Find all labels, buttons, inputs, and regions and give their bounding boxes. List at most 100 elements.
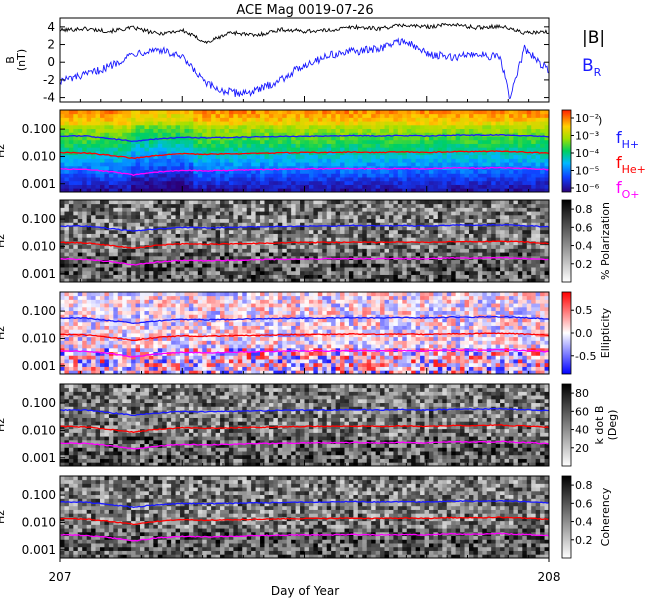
f-he-line — [59, 516, 550, 526]
colorbar-tick-label: 10⁻² — [575, 112, 599, 125]
f-o-line — [59, 166, 550, 177]
series-total-field-line — [59, 22, 550, 45]
colorbar-tick-label: 0.5 — [575, 304, 593, 317]
legend: |B| BR fH+ fHe+ fO+ — [582, 28, 646, 201]
colorbar-gradient — [561, 199, 572, 283]
y-tick-label: 0.100 — [22, 396, 56, 410]
colorbar: 0.8 0.6 0.4 0.2 % Polarization — [561, 199, 612, 283]
colorbar-tick-label: -0.5 — [575, 350, 596, 363]
y-tick-label: 0.100 — [22, 122, 56, 136]
y-tick-label: 0.010 — [22, 331, 56, 345]
colorbar-tick-label: 0.8 — [575, 203, 593, 216]
legend-magnitude: |B| — [582, 28, 605, 48]
ellipticity-panel: 0.100 0.010 0.001 Hz 0.5 0.0 -0.5 Ellipticity — [0, 291, 612, 375]
y-tick-label: 0.010 — [22, 423, 56, 437]
x-axis-label: Day of Year — [271, 584, 339, 598]
spectrogram-cells — [60, 476, 550, 559]
k-dot-b-panel: 0.100 0.010 0.001 Hz 80 60 40 20 k dot B (Deg) — [0, 383, 619, 467]
colorbar: 0.5 0.0 -0.5 Ellipticity — [561, 291, 612, 375]
f-o-line — [59, 348, 550, 358]
y-tick-label: 0.001 — [22, 543, 56, 557]
colorbar-tick-label: 60 — [575, 405, 589, 418]
time-axis: 207 208 Day of Year — [49, 570, 561, 598]
f-he-line — [60, 332, 550, 342]
legend-f-o: fO+ — [616, 178, 640, 201]
y-tick-label: 0.100 — [22, 488, 56, 502]
plot-area — [60, 18, 549, 102]
y-tick-label: 0.100 — [22, 304, 56, 318]
spectrogram-cells — [60, 110, 550, 193]
colorbar-gradient — [561, 291, 572, 375]
power-spectrum-panel: 0.100 0.010 0.001 Hz 10⁻² 10⁻³ 10⁻⁴ 10⁻⁵ 10⁻⁶) — [0, 109, 602, 195]
colorbar-tick-label: 10⁻⁵ — [575, 165, 599, 178]
f-h-line — [59, 133, 550, 143]
y-axis-label: Hz — [0, 418, 7, 432]
series-radial-field-line — [59, 37, 550, 99]
colorbar-gradient — [561, 475, 572, 559]
colorbar: 80 60 40 20 k dot B (Deg) — [561, 383, 619, 467]
y-tick-label: 0.100 — [22, 212, 56, 226]
x-tick-label-207: 207 — [49, 570, 72, 584]
legend-radial: BR — [582, 56, 602, 79]
legend-f-h: fH+ — [616, 128, 639, 151]
colorbar-tick-label: 0.0 — [575, 327, 593, 340]
colorbar-tick-label: 0.6 — [575, 497, 593, 510]
polarization-panel: 0.100 0.010 0.001 Hz 0.8 0.6 0.4 0.2 % Polarizat… — [0, 199, 612, 283]
y-axis-label: Hz — [0, 510, 7, 524]
colorbar-tick-label: 10⁻³ — [575, 130, 599, 143]
colorbar-tick-label: 0.6 — [575, 221, 593, 234]
y-tick-label: 0.010 — [22, 515, 56, 529]
spectrogram-cells — [60, 200, 550, 283]
y-tick-label: 0.001 — [22, 267, 56, 281]
colorbar-label: Ellipticity — [599, 307, 612, 358]
y-tick-label: 0.001 — [22, 359, 56, 373]
y-tick-label: 2 — [47, 38, 55, 52]
colorbar-tick-label: 0.2 — [575, 534, 593, 547]
y-axis-label: Hz — [0, 326, 7, 340]
f-h-line — [59, 407, 549, 417]
magnetic-field-panel: 4 2 0 -2 -4 B(nT) — [4, 17, 550, 105]
y-tick-label: 4 — [47, 20, 55, 34]
colorbar-tick-label: 10⁻⁶ — [575, 182, 600, 195]
colorbar-tick-label: 0.4 — [575, 516, 593, 529]
colorbar-tick-label: 0.2 — [575, 258, 593, 271]
y-axis-unit: (nT) — [15, 49, 28, 71]
figure-title: ACE Mag 0019-07-26 — [236, 3, 373, 18]
f-he-line — [59, 150, 550, 160]
colorbar-label: k dot B — [593, 406, 606, 445]
colorbar-tick-label: 0.4 — [575, 240, 593, 253]
colorbar-label: % Polarization — [599, 202, 612, 280]
colorbar-tick-label: 10⁻⁴ — [575, 147, 600, 160]
f-o-line — [59, 532, 550, 542]
f-he-line — [60, 240, 549, 249]
y-tick-label: -4 — [43, 91, 55, 105]
f-o-line — [59, 256, 549, 266]
y-axis-label: Hz — [0, 234, 7, 248]
y-tick-label: 0.001 — [22, 451, 56, 465]
colorbar-gradient — [561, 383, 572, 467]
colorbar-label: Coherency — [599, 487, 612, 546]
colorbar-tick-label: 20 — [575, 442, 589, 455]
f-h-line — [59, 223, 550, 232]
f-h-line — [60, 315, 550, 324]
colorbar-tick-label: 0.8 — [575, 479, 593, 492]
colorbar-label: ) — [598, 114, 602, 127]
y-tick-label: 0.010 — [22, 239, 56, 253]
f-he-line — [59, 424, 550, 434]
f-h-line — [59, 499, 550, 509]
x-tick-label-208: 208 — [538, 570, 561, 584]
y-tick-label: 0.010 — [22, 149, 56, 163]
colorbar-tick-label: 40 — [575, 424, 589, 437]
colorbar-gradient — [561, 109, 572, 193]
colorbar: 0.8 0.6 0.4 0.2 Coherency — [561, 475, 612, 559]
y-axis-label: Hz — [0, 144, 7, 158]
y-tick-label: 0.001 — [22, 177, 56, 191]
y-tick-label: -2 — [43, 73, 55, 87]
colorbar-tick-label: 80 — [575, 387, 589, 400]
colorbar-unit: (Deg) — [606, 410, 619, 441]
coherency-panel: 0.100 0.010 0.001 Hz 0.8 0.6 0.4 0.2 Coherency — [0, 475, 612, 559]
f-o-line — [59, 440, 550, 450]
y-tick-label: 0 — [47, 55, 55, 69]
legend-f-he: fHe+ — [616, 153, 646, 176]
